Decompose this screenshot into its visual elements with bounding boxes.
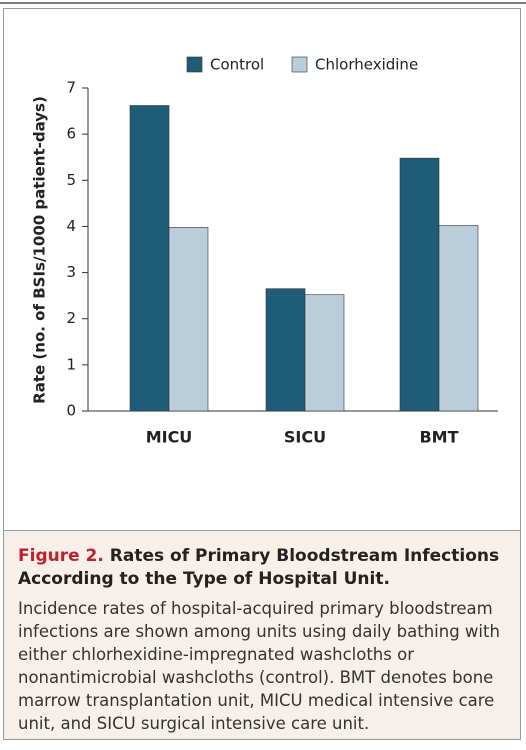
bar — [168, 227, 209, 412]
x-tick-label: MICU — [146, 428, 193, 447]
bar — [265, 288, 306, 412]
legend-label: Control — [210, 56, 264, 74]
y-tick-label: 4 — [66, 217, 76, 235]
figure-title: Rates of Primary Bloodstream Infections … — [18, 546, 500, 589]
caption: Figure 2. Rates of Primary Bloodstream I… — [4, 530, 520, 739]
bar — [399, 157, 440, 412]
x-tick-label: BMT — [419, 428, 458, 447]
bar — [129, 105, 170, 412]
x-tick-label: SICU — [284, 428, 326, 447]
legend-swatch — [291, 56, 308, 73]
bar — [438, 225, 479, 412]
legend-label: Chlorhexidine — [315, 56, 418, 74]
y-axis-label: Rate (no. of BSIs/1000 patient-days) — [31, 96, 49, 404]
y-tick-label: 6 — [66, 125, 76, 143]
y-tick-label: 3 — [66, 263, 76, 281]
bar — [304, 294, 345, 412]
y-tick-label: 0 — [66, 402, 76, 420]
y-tick-label: 7 — [66, 79, 76, 97]
y-tick-label: 1 — [66, 355, 76, 373]
y-tick-label: 2 — [66, 309, 76, 327]
rule — [0, 2, 526, 4]
caption-body: Incidence rates of hospital-acquired pri… — [18, 599, 500, 733]
chart: Rate (no. of BSIs/1000 patient-days) 0 1 2… — [31, 56, 498, 447]
caption-title: Figure 2. Rates of Primary Bloodstream I… — [18, 545, 506, 591]
legend-swatch — [186, 56, 203, 73]
figure-label: Figure 2. — [18, 546, 104, 566]
y-tick-label: 5 — [66, 171, 76, 189]
